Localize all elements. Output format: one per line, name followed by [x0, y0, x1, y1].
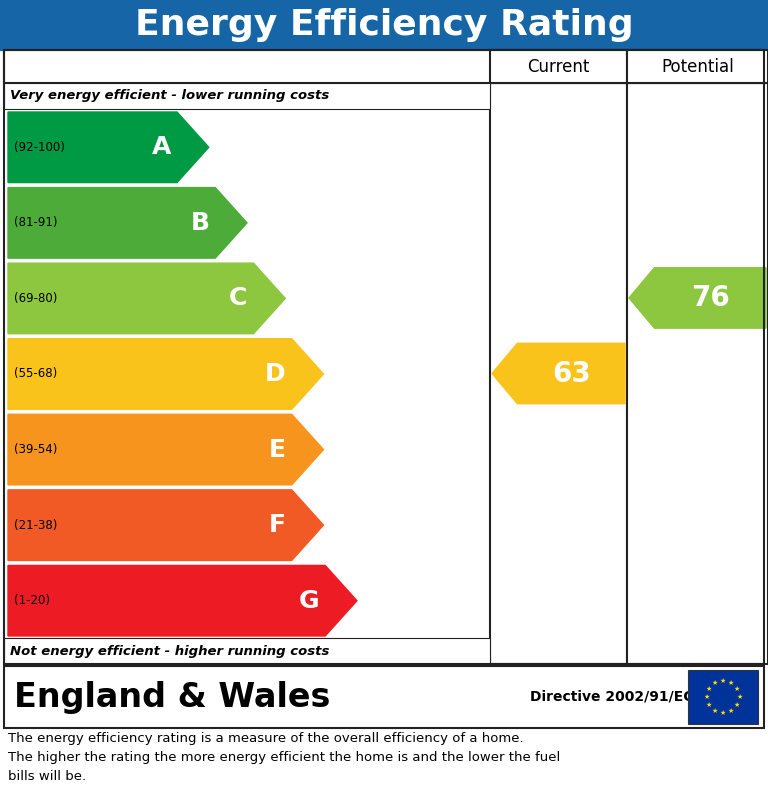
Bar: [688, 670, 758, 724]
Bar: [4, 83, 490, 109]
Bar: [490, 50, 627, 83]
Text: (21-38): (21-38): [14, 519, 58, 532]
Text: ★: ★: [703, 694, 710, 700]
Bar: [0, 0, 768, 50]
Polygon shape: [8, 263, 285, 334]
Text: Very energy efficient - lower running costs: Very energy efficient - lower running co…: [10, 90, 329, 103]
Text: ★: ★: [720, 678, 726, 684]
Polygon shape: [8, 415, 323, 485]
Bar: [627, 83, 768, 664]
Polygon shape: [8, 566, 357, 636]
Text: ★: ★: [734, 686, 740, 692]
Text: ★: ★: [728, 680, 734, 686]
Text: Directive 2002/91/EC: Directive 2002/91/EC: [530, 690, 694, 704]
Text: ★: ★: [728, 708, 734, 714]
Text: ★: ★: [720, 710, 726, 716]
Text: 76: 76: [691, 284, 730, 312]
Polygon shape: [8, 187, 247, 258]
Polygon shape: [8, 112, 209, 183]
Text: England & Wales: England & Wales: [14, 680, 330, 713]
Text: E: E: [269, 438, 286, 461]
Text: (92-100): (92-100): [14, 141, 65, 154]
Text: Not energy efficient - higher running costs: Not energy efficient - higher running co…: [10, 645, 329, 658]
Polygon shape: [629, 267, 766, 328]
Text: Energy Efficiency Rating: Energy Efficiency Rating: [134, 8, 634, 42]
Text: (1-20): (1-20): [14, 594, 50, 608]
Text: ★: ★: [706, 686, 712, 692]
Bar: [4, 666, 764, 728]
Polygon shape: [492, 343, 625, 404]
Text: (81-91): (81-91): [14, 217, 58, 229]
Bar: [490, 83, 627, 664]
Bar: [4, 50, 764, 664]
Bar: [627, 50, 768, 83]
Text: (55-68): (55-68): [14, 368, 58, 381]
Bar: [4, 83, 490, 664]
Polygon shape: [8, 490, 323, 561]
Text: ★: ★: [712, 680, 718, 686]
Text: B: B: [190, 211, 209, 235]
Text: (39-54): (39-54): [14, 443, 58, 456]
Text: ★: ★: [712, 708, 718, 714]
Text: ★: ★: [736, 694, 743, 700]
Bar: [4, 638, 490, 664]
Text: Current: Current: [528, 57, 590, 75]
Bar: [4, 50, 764, 83]
Text: Potential: Potential: [661, 57, 734, 75]
Text: The energy efficiency rating is a measure of the overall efficiency of a home.
T: The energy efficiency rating is a measur…: [8, 732, 560, 783]
Text: F: F: [269, 513, 286, 537]
Text: ★: ★: [706, 702, 712, 708]
Text: A: A: [151, 135, 171, 159]
Polygon shape: [8, 339, 323, 410]
Text: D: D: [265, 362, 286, 386]
Text: (69-80): (69-80): [14, 292, 58, 305]
Text: ★: ★: [734, 702, 740, 708]
Text: 63: 63: [552, 360, 591, 388]
Text: C: C: [229, 286, 247, 310]
Text: G: G: [299, 589, 319, 612]
